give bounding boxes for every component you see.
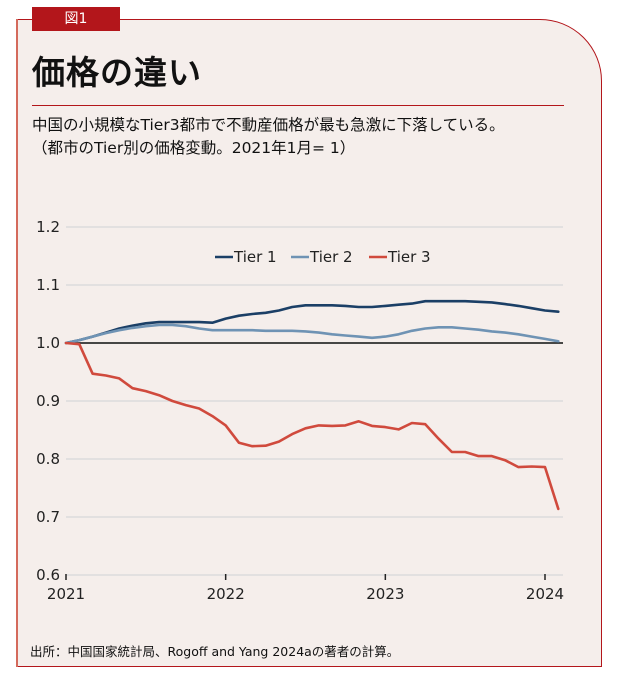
y-tick-label: 0.9 (36, 392, 60, 410)
x-axis-ticks: 2021 2022 2023 2024 (47, 574, 564, 603)
series-lines (64, 299, 560, 511)
series-line-tier-3 (64, 341, 560, 511)
legend: Tier 1 Tier 2 Tier 3 (215, 248, 431, 266)
x-tick-label: 2021 (47, 585, 85, 603)
y-tick-label: 0.7 (36, 508, 60, 526)
y-tick-label: 0.8 (36, 450, 60, 468)
subtitle-line-2: （都市のTier別の価格変動。2021年1月= 1） (32, 139, 356, 157)
x-tick-label: 2022 (207, 585, 245, 603)
legend-label: Tier 3 (387, 248, 431, 266)
y-tick-label: 1.0 (36, 334, 60, 352)
figure-label: 図1 (32, 7, 120, 31)
figure-subtitle: 中国の小規模なTier3都市で不動産価格が最も急激に下落している。 （都市のTi… (32, 114, 505, 160)
x-tick-label: 2024 (526, 585, 564, 603)
figure-title: 価格の違い (32, 53, 202, 92)
legend-label: Tier 2 (309, 248, 353, 266)
series-line-tier-2 (64, 323, 560, 345)
y-tick-label: 1.2 (36, 218, 60, 236)
series-line-tier-1 (64, 299, 560, 345)
y-axis-ticks: 0.6 0.7 0.8 0.9 1.0 1.1 1.2 (36, 218, 60, 584)
subtitle-line-1: 中国の小規模なTier3都市で不動産価格が最も急激に下落している。 (32, 116, 505, 134)
x-tick-label: 2023 (366, 585, 404, 603)
gridlines (66, 226, 563, 576)
y-tick-label: 0.6 (36, 566, 60, 584)
frame-left-accent (16, 19, 18, 667)
title-divider (32, 105, 564, 106)
legend-label: Tier 1 (233, 248, 277, 266)
y-tick-label: 1.1 (36, 276, 60, 294)
source-note: 出所：中国国家統計局、Rogoff and Yang 2024aの著者の計算。 (30, 644, 400, 659)
